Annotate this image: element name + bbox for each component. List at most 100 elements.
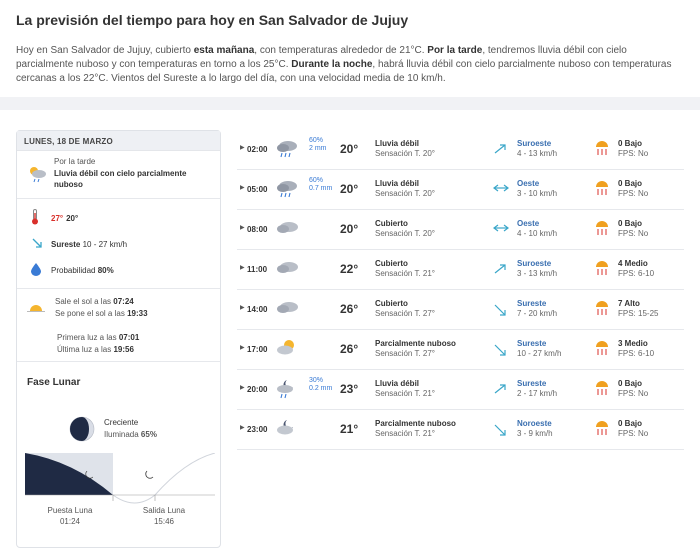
expand-arrow-icon[interactable]: ▶ — [240, 185, 245, 191]
cloud-icon — [275, 218, 299, 238]
wind-info: Sureste 10 - 27 km/h — [31, 237, 127, 251]
cloud-icon — [275, 258, 299, 278]
arrow-up-left-icon — [493, 303, 507, 319]
expand-arrow-icon[interactable]: ▶ — [240, 385, 245, 391]
hour-wind-dir: Suroeste — [517, 259, 552, 268]
uv-sun-icon — [594, 179, 610, 199]
hour-row-1100[interactable]: ▶ 11:00 22° Cubierto Sensación T. 21° Su… — [237, 250, 684, 290]
hour-feels-like: Sensación T. 20° — [375, 189, 435, 198]
hour-fps: FPS: No — [618, 149, 649, 158]
hour-fps: FPS: No — [618, 429, 649, 438]
hour-uv: 0 Bajo — [618, 179, 643, 188]
hour-wind-speed: 7 - 20 km/h — [517, 309, 558, 318]
expand-arrow-icon[interactable]: ▶ — [240, 345, 245, 351]
moon-phase-icon — [69, 416, 95, 447]
hour-feels-like: Sensación T. 21° — [375, 429, 435, 438]
prob-label: Probabilidad — [51, 266, 96, 275]
hour-wind-speed: 4 - 10 km/h — [517, 229, 558, 238]
uv-sun-icon — [594, 379, 610, 399]
day-stats: 27° 20° Sureste 10 - 27 km/h Probabilidad… — [17, 199, 220, 289]
uv-sun-icon — [594, 299, 610, 319]
moonset-label: Puesta Luna — [47, 506, 93, 515]
hour-time: 14:00 — [247, 305, 268, 314]
arrow-right-icon — [493, 183, 509, 195]
hourly-forecast: ▶ 02:00 60% 2 mm 20° Lluvia débil Sensaci… — [237, 130, 684, 450]
hour-feels-like: Sensación T. 21° — [375, 389, 435, 398]
hour-wind-speed: 3 - 9 km/h — [517, 429, 553, 438]
hour-row-0200[interactable]: ▶ 02:00 60% 2 mm 20° Lluvia débil Sensaci… — [237, 130, 684, 170]
temp-min: 20° — [66, 213, 79, 223]
hour-time: 17:00 — [247, 345, 268, 354]
hour-wind-speed: 10 - 27 km/h — [517, 349, 562, 358]
hour-row-2300[interactable]: ▶ 23:00 21° Parcialmente nuboso Sensació… — [237, 410, 684, 450]
hour-temp: 26° — [340, 302, 359, 316]
expand-arrow-icon[interactable]: ▶ — [240, 425, 245, 431]
hour-time: 05:00 — [247, 185, 268, 194]
hour-wind-dir: Sureste — [517, 299, 547, 308]
arrow-up-right-icon — [493, 143, 507, 157]
sunrise-time: 07:24 — [113, 297, 134, 306]
hour-desc: Parcialmente nuboso — [375, 419, 456, 428]
hour-wind-dir: Oeste — [517, 219, 540, 228]
precipitation: 30% 0.2 mm — [309, 377, 333, 392]
rain-cloud-icon — [275, 178, 299, 202]
hour-wind-speed: 3 - 10 km/h — [517, 189, 558, 198]
hour-uv: 3 Medio — [618, 339, 648, 348]
hour-uv: 0 Bajo — [618, 419, 643, 428]
hour-wind-dir: Noroeste — [517, 419, 552, 428]
hour-uv: 0 Bajo — [618, 379, 643, 388]
hour-time: 02:00 — [247, 145, 268, 154]
prob-value: 80% — [97, 266, 114, 275]
hour-wind-speed: 3 - 13 km/h — [517, 269, 558, 278]
expand-arrow-icon[interactable]: ▶ — [240, 305, 245, 311]
arrow-up-left-icon — [493, 343, 507, 359]
hour-desc: Cubierto — [375, 299, 408, 308]
hour-fps: FPS: 6-10 — [618, 269, 655, 278]
wind-speed: 10 - 27 km/h — [82, 239, 128, 249]
page-title: La previsión del tiempo para hoy en San … — [16, 12, 409, 28]
hour-feels-like: Sensación T. 21° — [375, 269, 435, 278]
hour-feels-like: Sensación T. 27° — [375, 309, 435, 318]
hour-row-0500[interactable]: ▶ 05:00 60% 0.7 mm 20° Lluvia débil Sensa… — [237, 170, 684, 210]
rain-cloud-icon — [275, 138, 299, 162]
thermometer-icon — [31, 209, 45, 227]
hour-wind-speed: 4 - 13 km/h — [517, 149, 558, 158]
hour-feels-like: Sensación T. 27° — [375, 349, 435, 358]
moonset-time: 01:24 — [59, 517, 81, 526]
arrow-down-right-icon — [493, 423, 507, 439]
hour-row-2000[interactable]: ▶ 20:00 30% 0.2 mm 23° Lluvia débil Sensa… — [237, 370, 684, 410]
hour-fps: FPS: No — [618, 229, 649, 238]
hour-wind-speed: 2 - 17 km/h — [517, 389, 558, 398]
hour-wind-dir: Oeste — [517, 179, 540, 188]
sunset-time: 19:33 — [127, 309, 148, 318]
expand-arrow-icon[interactable]: ▶ — [240, 225, 245, 231]
hour-row-0800[interactable]: ▶ 08:00 20° Cubierto Sensación T. 20° Oe… — [237, 210, 684, 250]
hour-row-1400[interactable]: ▶ 14:00 26° Cubierto Sensación T. 27° Su… — [237, 290, 684, 330]
hour-time: 11:00 — [247, 265, 268, 274]
arrow-right-icon — [493, 223, 509, 235]
moon-title: Fase Lunar — [27, 377, 81, 388]
temp-range: 27° 20° — [31, 209, 78, 227]
moonrise-label: Salida Luna — [142, 506, 186, 515]
day-date: LUNES, 18 DE MARZO — [17, 131, 220, 151]
hour-desc: Lluvia débil — [375, 179, 420, 188]
raindrop-icon — [31, 263, 45, 278]
afternoon-block: Por la tarde Lluvia débil con cielo parc… — [17, 151, 220, 199]
hour-uv: 7 Alto — [618, 299, 640, 308]
cloud-icon — [275, 298, 299, 318]
expand-arrow-icon[interactable]: ▶ — [240, 265, 245, 271]
hour-temp: 23° — [340, 382, 359, 396]
hour-fps: FPS: No — [618, 189, 649, 198]
hour-desc: Cubierto — [375, 219, 408, 228]
hour-row-1700[interactable]: ▶ 17:00 26° Parcialmente nuboso Sensació… — [237, 330, 684, 370]
uv-sun-icon — [594, 419, 610, 439]
hour-fps: FPS: 6-10 — [618, 349, 655, 358]
hour-fps: FPS: No — [618, 389, 649, 398]
last-light: 19:56 — [113, 345, 134, 354]
afternoon-label: Por la tarde — [54, 157, 96, 166]
expand-arrow-icon[interactable]: ▶ — [240, 145, 245, 151]
partly-cloudy-icon — [275, 338, 299, 360]
hour-temp: 20° — [340, 142, 359, 156]
hour-time: 20:00 — [247, 385, 268, 394]
hour-feels-like: Sensación T. 20° — [375, 229, 435, 238]
